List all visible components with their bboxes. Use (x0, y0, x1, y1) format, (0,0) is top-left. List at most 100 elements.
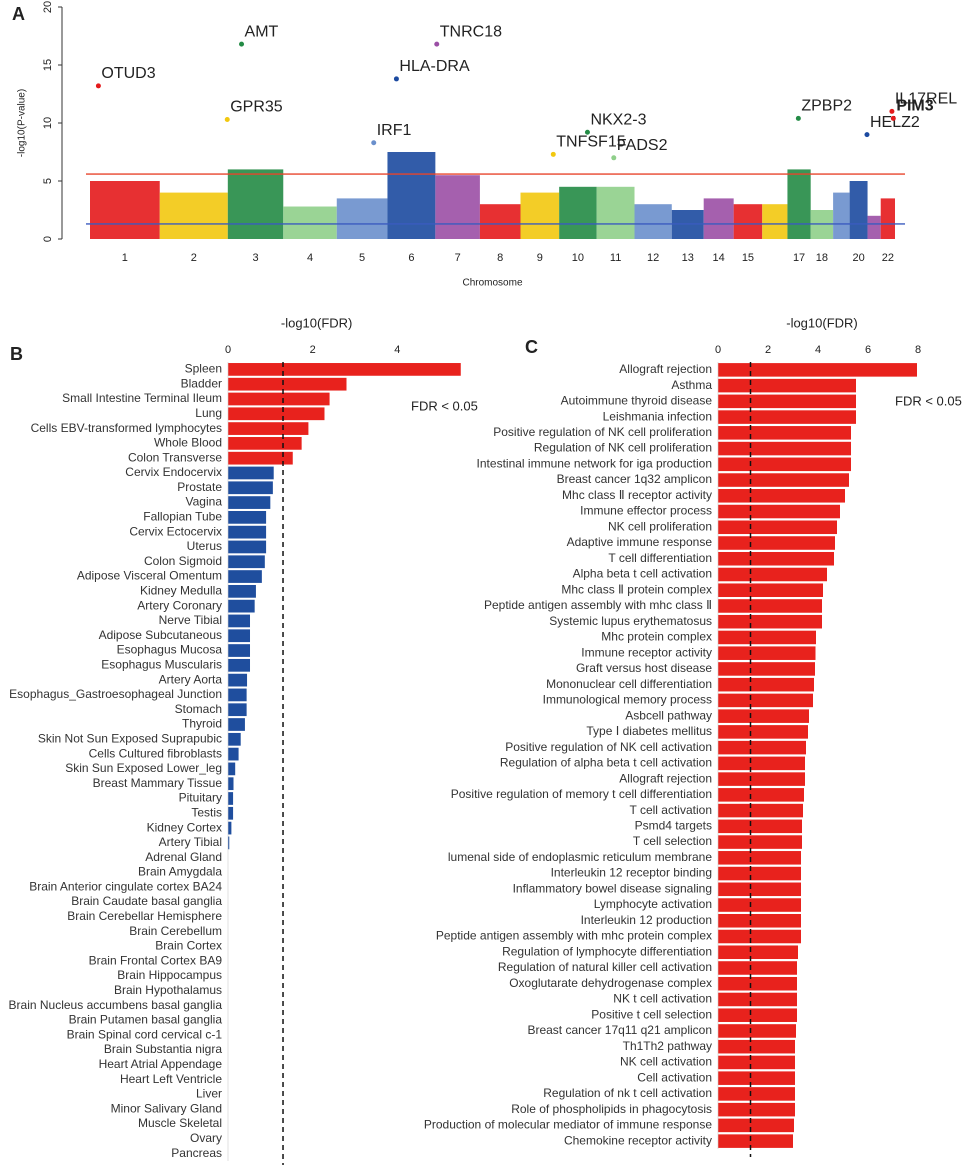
bar (718, 1134, 793, 1148)
category-label: Adipose Visceral Omentum (77, 569, 222, 583)
bar (718, 976, 797, 991)
bar (228, 377, 347, 391)
category-label: Kidney Cortex (147, 820, 222, 834)
bar (228, 481, 273, 495)
bar (228, 407, 325, 421)
bar (718, 709, 809, 723)
category-label: Artery Coronary (137, 598, 222, 612)
gene-label: HELZ2 (870, 114, 920, 131)
x-tick-label: 4 (815, 344, 821, 356)
category-label: Brain Cortex (155, 939, 222, 953)
category-label: Asthma (671, 378, 712, 392)
category-label: Thyroid (182, 717, 222, 731)
category-label: Colon Sigmoid (144, 554, 222, 568)
bar (228, 732, 241, 746)
bar (228, 806, 234, 820)
category-label: Immunological memory process (543, 693, 712, 707)
bar (228, 644, 251, 657)
category-label: Interleukin 12 production (581, 913, 712, 927)
category-label: Adaptive immune response (567, 535, 713, 549)
snp-point (393, 76, 399, 82)
category-label: Role of phospholipids in phagocytosis (511, 1102, 712, 1116)
x-axis-label: -log10(FDR) (281, 315, 353, 330)
category-label: Pituitary (179, 791, 222, 805)
chromosome-cloud (479, 204, 521, 239)
bar (228, 392, 330, 406)
bar (228, 570, 262, 583)
category-label: Interleukin 12 receptor binding (551, 866, 712, 880)
category-label: NK t cell activation (613, 992, 712, 1006)
bar (718, 1024, 796, 1038)
bar (718, 772, 805, 786)
bar (228, 688, 247, 702)
x-axis-label: Chromosome (462, 278, 522, 289)
bar (228, 555, 265, 569)
category-label: Brain Hypothalamus (114, 983, 222, 997)
bar (718, 851, 801, 865)
snp-point (584, 129, 590, 135)
category-label: Minor Salivary Gland (111, 1101, 222, 1115)
category-label: Type Ⅰ diabetes mellitus (586, 724, 712, 738)
x-tick-label: 2 (765, 344, 771, 356)
x-tick-label: 9 (537, 252, 543, 264)
bar (228, 703, 247, 717)
bar (228, 821, 232, 835)
threshold-annotation: FDR < 0.05 (411, 398, 478, 413)
bar (228, 363, 461, 376)
gene-label: NKX2-3 (590, 111, 646, 128)
category-label: Mhc class Ⅱ receptor activity (562, 488, 712, 502)
category-label: Peptide antigen assembly with mhc class … (484, 598, 712, 612)
category-label: Intestinal immune network for iga produc… (477, 456, 712, 470)
category-label: Brain Hippocampus (117, 968, 222, 982)
category-label: Positive regulation of NK cell prolifera… (493, 425, 712, 439)
bar (718, 489, 845, 503)
category-label: Artery Aorta (159, 672, 223, 686)
x-tick-label: 2 (310, 344, 316, 356)
x-tick-label: 20 (852, 252, 864, 264)
bar (718, 1102, 795, 1117)
category-label: Brain Substantia nigra (104, 1042, 222, 1056)
category-label: Regulation of NK cell proliferation (534, 441, 712, 455)
bar (718, 866, 801, 881)
chromosome-cloud (283, 206, 337, 239)
category-label: Oxoglutarate dehydrogenase complex (509, 976, 712, 990)
snp-point (95, 83, 101, 89)
category-label: Regulation of natural killer cell activa… (498, 960, 712, 974)
snp-point (889, 108, 895, 114)
category-label: Peptide antigen assembly with mhc protei… (436, 929, 712, 943)
chromosome-cloud (387, 152, 436, 239)
category-label: Cervix Endocervix (125, 465, 222, 479)
category-label: Esophagus_Gastroesophageal Junction (9, 687, 222, 701)
bar (228, 525, 267, 539)
category-label: Stomach (175, 702, 222, 716)
chromosome-cloud (787, 169, 811, 239)
bar (228, 437, 302, 450)
category-label: Regulation of alpha beta t cell activati… (500, 756, 712, 770)
snp-point (550, 151, 556, 157)
category-label: Skin Not Sun Exposed Suprapubic (38, 731, 222, 745)
bar (228, 629, 251, 643)
chromosome-cloud (867, 215, 881, 239)
category-label: Bladder (181, 376, 222, 390)
bar (718, 567, 827, 582)
bar (718, 803, 803, 818)
chromosome-cloud (849, 181, 868, 239)
x-tick-label: 2 (191, 252, 197, 264)
chromosome-cloud (90, 181, 160, 239)
bar (718, 835, 802, 849)
chromosome-cloud (559, 186, 597, 239)
chromosome-cloud (520, 192, 560, 239)
x-tick-label: 5 (359, 252, 365, 264)
x-tick-label: 4 (394, 344, 400, 356)
category-label: Brain Frontal Cortex BA9 (89, 953, 223, 967)
y-tick-label: 5 (42, 178, 54, 184)
category-label: Brain Cerebellum (129, 924, 222, 938)
bar (718, 614, 822, 629)
y-tick-label: 10 (42, 117, 54, 129)
x-tick-label: 7 (455, 252, 461, 264)
x-tick-label: 15 (742, 252, 754, 264)
category-label: Regulation of nk t cell activation (543, 1086, 712, 1100)
x-tick-label: 3 (252, 252, 258, 264)
x-tick-label: 13 (682, 252, 694, 264)
